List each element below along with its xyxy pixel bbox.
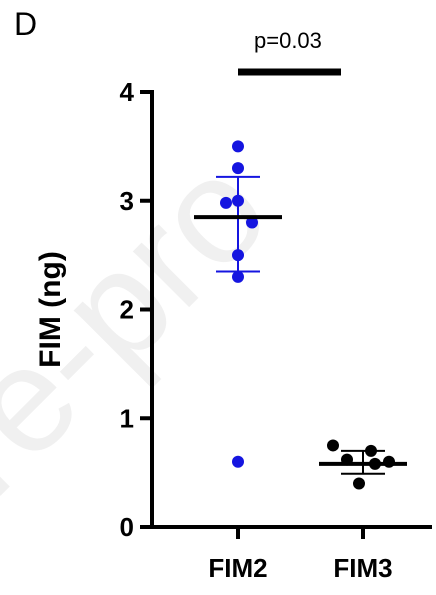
data-point — [232, 249, 244, 262]
data-point — [232, 140, 244, 153]
y-tick-label: 0 — [120, 512, 134, 542]
data-point — [327, 439, 339, 452]
data-point — [383, 455, 395, 468]
data-point — [232, 194, 244, 207]
p-value-label: p=0.03 — [254, 28, 322, 53]
data-point — [232, 455, 244, 468]
data-point — [232, 162, 244, 175]
y-axis-title: FIM (ng) — [34, 251, 67, 368]
data-point — [246, 216, 258, 229]
data-point — [353, 477, 365, 490]
y-tick-label: 4 — [120, 77, 135, 107]
panel-label: D — [14, 6, 38, 42]
data-point — [232, 270, 244, 283]
x-category-label: FIM3 — [333, 553, 392, 583]
data-point — [365, 444, 377, 457]
y-tick-label: 2 — [120, 295, 134, 325]
data-point — [220, 196, 232, 209]
x-category-label: FIM2 — [208, 553, 267, 583]
y-tick-label: 3 — [120, 186, 134, 216]
y-tick-label: 1 — [120, 403, 134, 433]
